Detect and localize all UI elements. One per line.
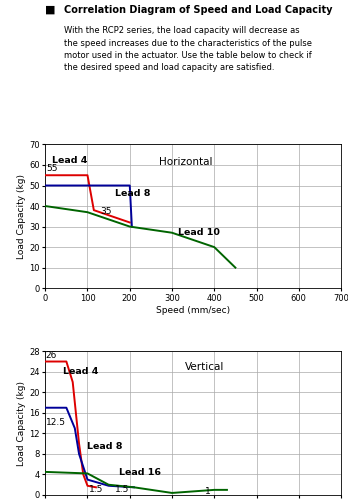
Y-axis label: Load Capacity (kg): Load Capacity (kg) bbox=[17, 380, 26, 466]
Text: With the RCP2 series, the load capacity will decrease as
the speed increases due: With the RCP2 series, the load capacity … bbox=[64, 26, 313, 72]
Text: Lead 8: Lead 8 bbox=[115, 189, 150, 198]
Text: 12.5: 12.5 bbox=[46, 418, 66, 427]
Text: Lead 10: Lead 10 bbox=[179, 228, 220, 237]
Text: Lead 4: Lead 4 bbox=[63, 368, 98, 376]
Y-axis label: Load Capacity (kg): Load Capacity (kg) bbox=[17, 174, 26, 259]
Text: Horizontal: Horizontal bbox=[159, 157, 213, 167]
Text: 35: 35 bbox=[100, 208, 112, 216]
Text: 1.5: 1.5 bbox=[115, 485, 129, 494]
Text: Lead 4: Lead 4 bbox=[52, 156, 87, 165]
Text: ■: ■ bbox=[45, 5, 56, 15]
Text: Lead 8: Lead 8 bbox=[87, 442, 123, 451]
Text: 1.5: 1.5 bbox=[89, 485, 103, 494]
Text: Vertical: Vertical bbox=[185, 362, 224, 372]
Text: 1: 1 bbox=[205, 488, 211, 496]
Text: 26: 26 bbox=[46, 352, 57, 360]
X-axis label: Speed (mm/sec): Speed (mm/sec) bbox=[156, 306, 230, 314]
Text: Correlation Diagram of Speed and Load Capacity: Correlation Diagram of Speed and Load Ca… bbox=[64, 5, 333, 15]
Text: Lead 16: Lead 16 bbox=[119, 468, 161, 477]
Text: 55: 55 bbox=[47, 164, 58, 173]
